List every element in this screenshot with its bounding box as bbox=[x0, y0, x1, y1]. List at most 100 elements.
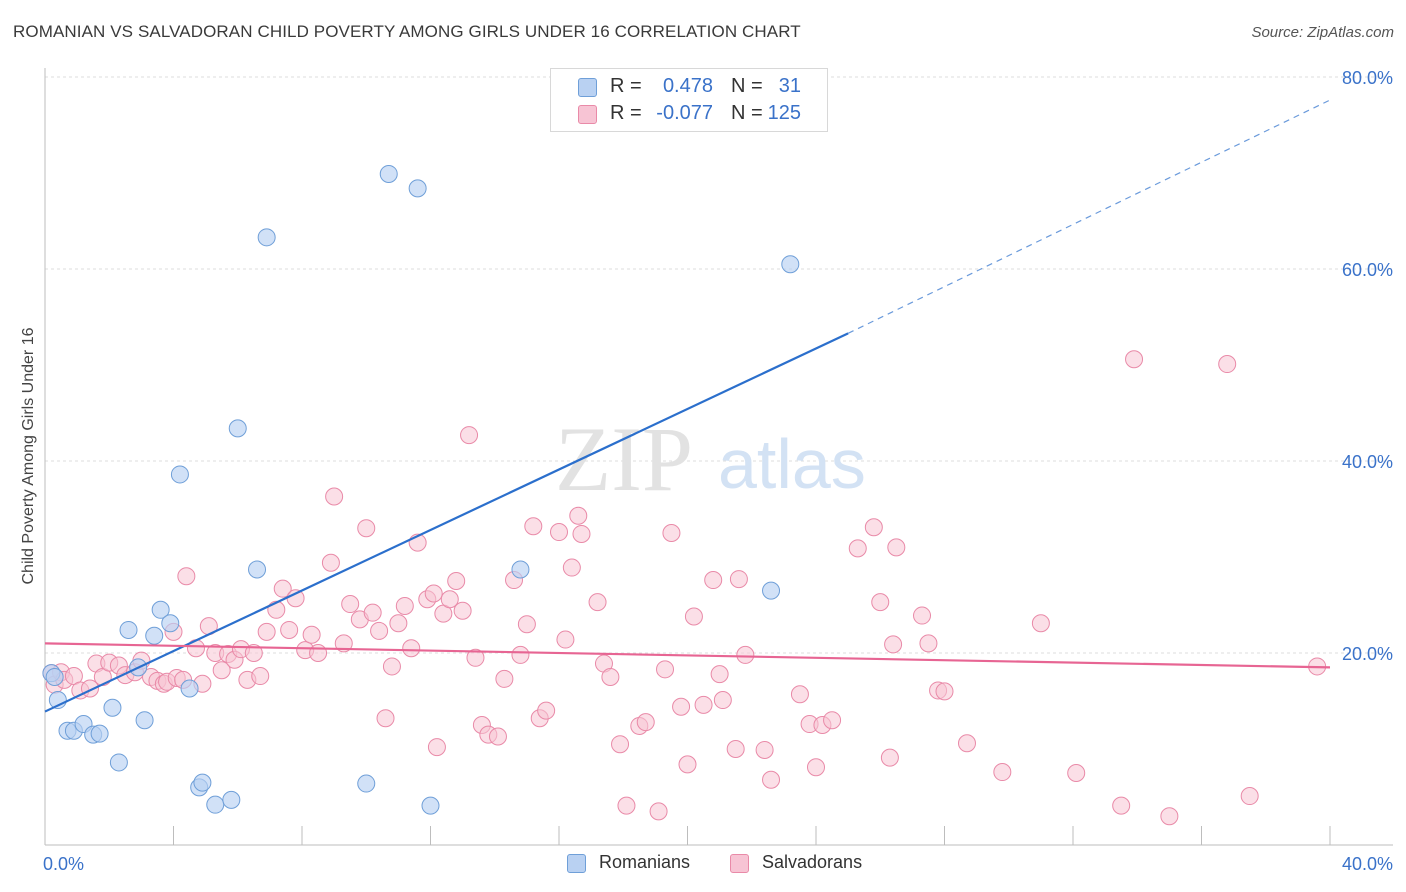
salvadoran-point bbox=[662, 524, 681, 542]
salvadoran-point bbox=[1218, 355, 1237, 374]
salvadoran-point bbox=[466, 648, 485, 667]
salvadoran-point bbox=[678, 755, 697, 774]
salvadoran-point bbox=[427, 738, 446, 757]
romanian-point bbox=[135, 711, 154, 730]
x-tick-label: 40.0% bbox=[1342, 854, 1393, 874]
romanian-point bbox=[193, 773, 212, 792]
axes bbox=[44, 68, 1393, 846]
salvadoran-point bbox=[325, 487, 344, 506]
salvadoran-point bbox=[488, 727, 507, 746]
salvadoran-point bbox=[887, 538, 906, 557]
salvadoran-point bbox=[601, 668, 620, 686]
legend-n-value: 125 bbox=[767, 102, 801, 124]
chart-title: ROMANIAN VS SALVADORAN CHILD POVERTY AMO… bbox=[13, 22, 801, 41]
romanian-point bbox=[151, 600, 170, 619]
romanian-point bbox=[511, 560, 530, 579]
romanian-point bbox=[248, 560, 267, 579]
salvadoran-point bbox=[1125, 350, 1144, 369]
salvadoran-point bbox=[672, 697, 691, 716]
salvadoran-point bbox=[729, 570, 748, 589]
salvadoran-point bbox=[736, 645, 755, 664]
romanian-point bbox=[90, 724, 109, 743]
legend-n-label: N = bbox=[731, 75, 763, 97]
salvadoran-point bbox=[389, 614, 408, 633]
salvadoran-point bbox=[370, 621, 389, 640]
legend-n-label: N = bbox=[731, 102, 763, 124]
salvadoran-point bbox=[524, 517, 543, 536]
watermark-zip: ZIP bbox=[555, 408, 693, 510]
salvadorans-points bbox=[42, 350, 1327, 826]
romanian-point bbox=[170, 465, 189, 484]
y-tick-label: 80.0% bbox=[1342, 68, 1393, 88]
salvadoran-point bbox=[395, 596, 414, 615]
salvadoran-point bbox=[656, 660, 675, 679]
romanian-point bbox=[180, 679, 199, 698]
romanian-point bbox=[206, 795, 225, 814]
y-tick-label: 40.0% bbox=[1342, 452, 1393, 472]
romanian-point bbox=[109, 753, 128, 772]
salvadoran-point bbox=[935, 682, 954, 701]
salvadoran-point bbox=[790, 685, 809, 704]
legend-r-value: 0.478 bbox=[662, 75, 713, 97]
salvadoran-point bbox=[617, 796, 636, 815]
salvadoran-point bbox=[424, 584, 443, 603]
salvadoran-point bbox=[649, 802, 668, 821]
salvadoran-point bbox=[1067, 764, 1086, 782]
grid-lines bbox=[45, 76, 1393, 654]
salvadoran-point bbox=[537, 701, 556, 720]
salvadoran-point bbox=[913, 606, 932, 625]
legend-row-romanians: R = 0.478 N = 31 bbox=[551, 75, 827, 99]
salvadoran-point bbox=[1160, 807, 1179, 826]
salvadoran-point bbox=[517, 615, 536, 634]
salvadoran-point bbox=[1112, 796, 1131, 815]
legend-r-label: R = bbox=[610, 75, 642, 97]
salvadoran-point bbox=[382, 657, 401, 676]
salvadoran-point bbox=[864, 518, 883, 537]
salvadoran-point bbox=[550, 523, 568, 542]
salvadoran-point bbox=[511, 645, 530, 664]
salvadoran-point bbox=[357, 519, 376, 538]
salvadoran-point bbox=[569, 506, 588, 525]
salvadoran-point bbox=[684, 607, 703, 626]
salvadoran-point bbox=[694, 695, 713, 714]
romanians-points bbox=[42, 164, 800, 815]
salvadoran-point bbox=[572, 524, 591, 543]
salvadoran-point bbox=[880, 748, 899, 767]
legend-n-value: 31 bbox=[778, 75, 801, 97]
salvadoran-point bbox=[321, 553, 340, 572]
salvadoran-point bbox=[273, 579, 292, 598]
salvadoran-point bbox=[884, 635, 903, 654]
romanian-point bbox=[45, 668, 64, 686]
romanian-point bbox=[257, 228, 276, 247]
salvadoran-point bbox=[726, 740, 745, 758]
romanian-point bbox=[379, 164, 398, 183]
salvadoran-point bbox=[611, 735, 630, 754]
salvadoran-point bbox=[807, 758, 825, 777]
y-axis-label: Child Poverty Among Girls Under 16 bbox=[20, 327, 37, 585]
salvadoran-point bbox=[341, 595, 360, 614]
salvadoran-point bbox=[556, 630, 575, 649]
salvadoran-point bbox=[848, 539, 867, 558]
salvadoran-point bbox=[363, 603, 382, 622]
salvadoran-point bbox=[823, 711, 842, 730]
salvadoran-point bbox=[177, 567, 196, 586]
salvadoran-point bbox=[495, 669, 514, 688]
legend-row-salvadorans: R = -0.077 N = 125 bbox=[551, 102, 827, 126]
salvadoran-point bbox=[755, 740, 774, 759]
salvadoran-point bbox=[588, 593, 607, 612]
romanian-point bbox=[145, 626, 164, 645]
salvadoran-point bbox=[871, 593, 890, 612]
salvadoran-point bbox=[919, 634, 938, 653]
romanian-point bbox=[228, 419, 247, 438]
salvadoran-point bbox=[251, 667, 270, 686]
romanian-point bbox=[762, 581, 781, 600]
salvadoran-point bbox=[704, 571, 723, 590]
salvadorans-label: Salvadorans bbox=[762, 852, 863, 872]
salvadorans-trend-line bbox=[44, 642, 1331, 669]
trend-lines bbox=[44, 99, 1331, 713]
legend-swatch-blue bbox=[578, 78, 597, 97]
salvadoran-point bbox=[267, 600, 286, 619]
salvadoran-point bbox=[562, 558, 581, 577]
legend-swatch-pink bbox=[578, 105, 597, 124]
romanian-point bbox=[421, 796, 440, 815]
